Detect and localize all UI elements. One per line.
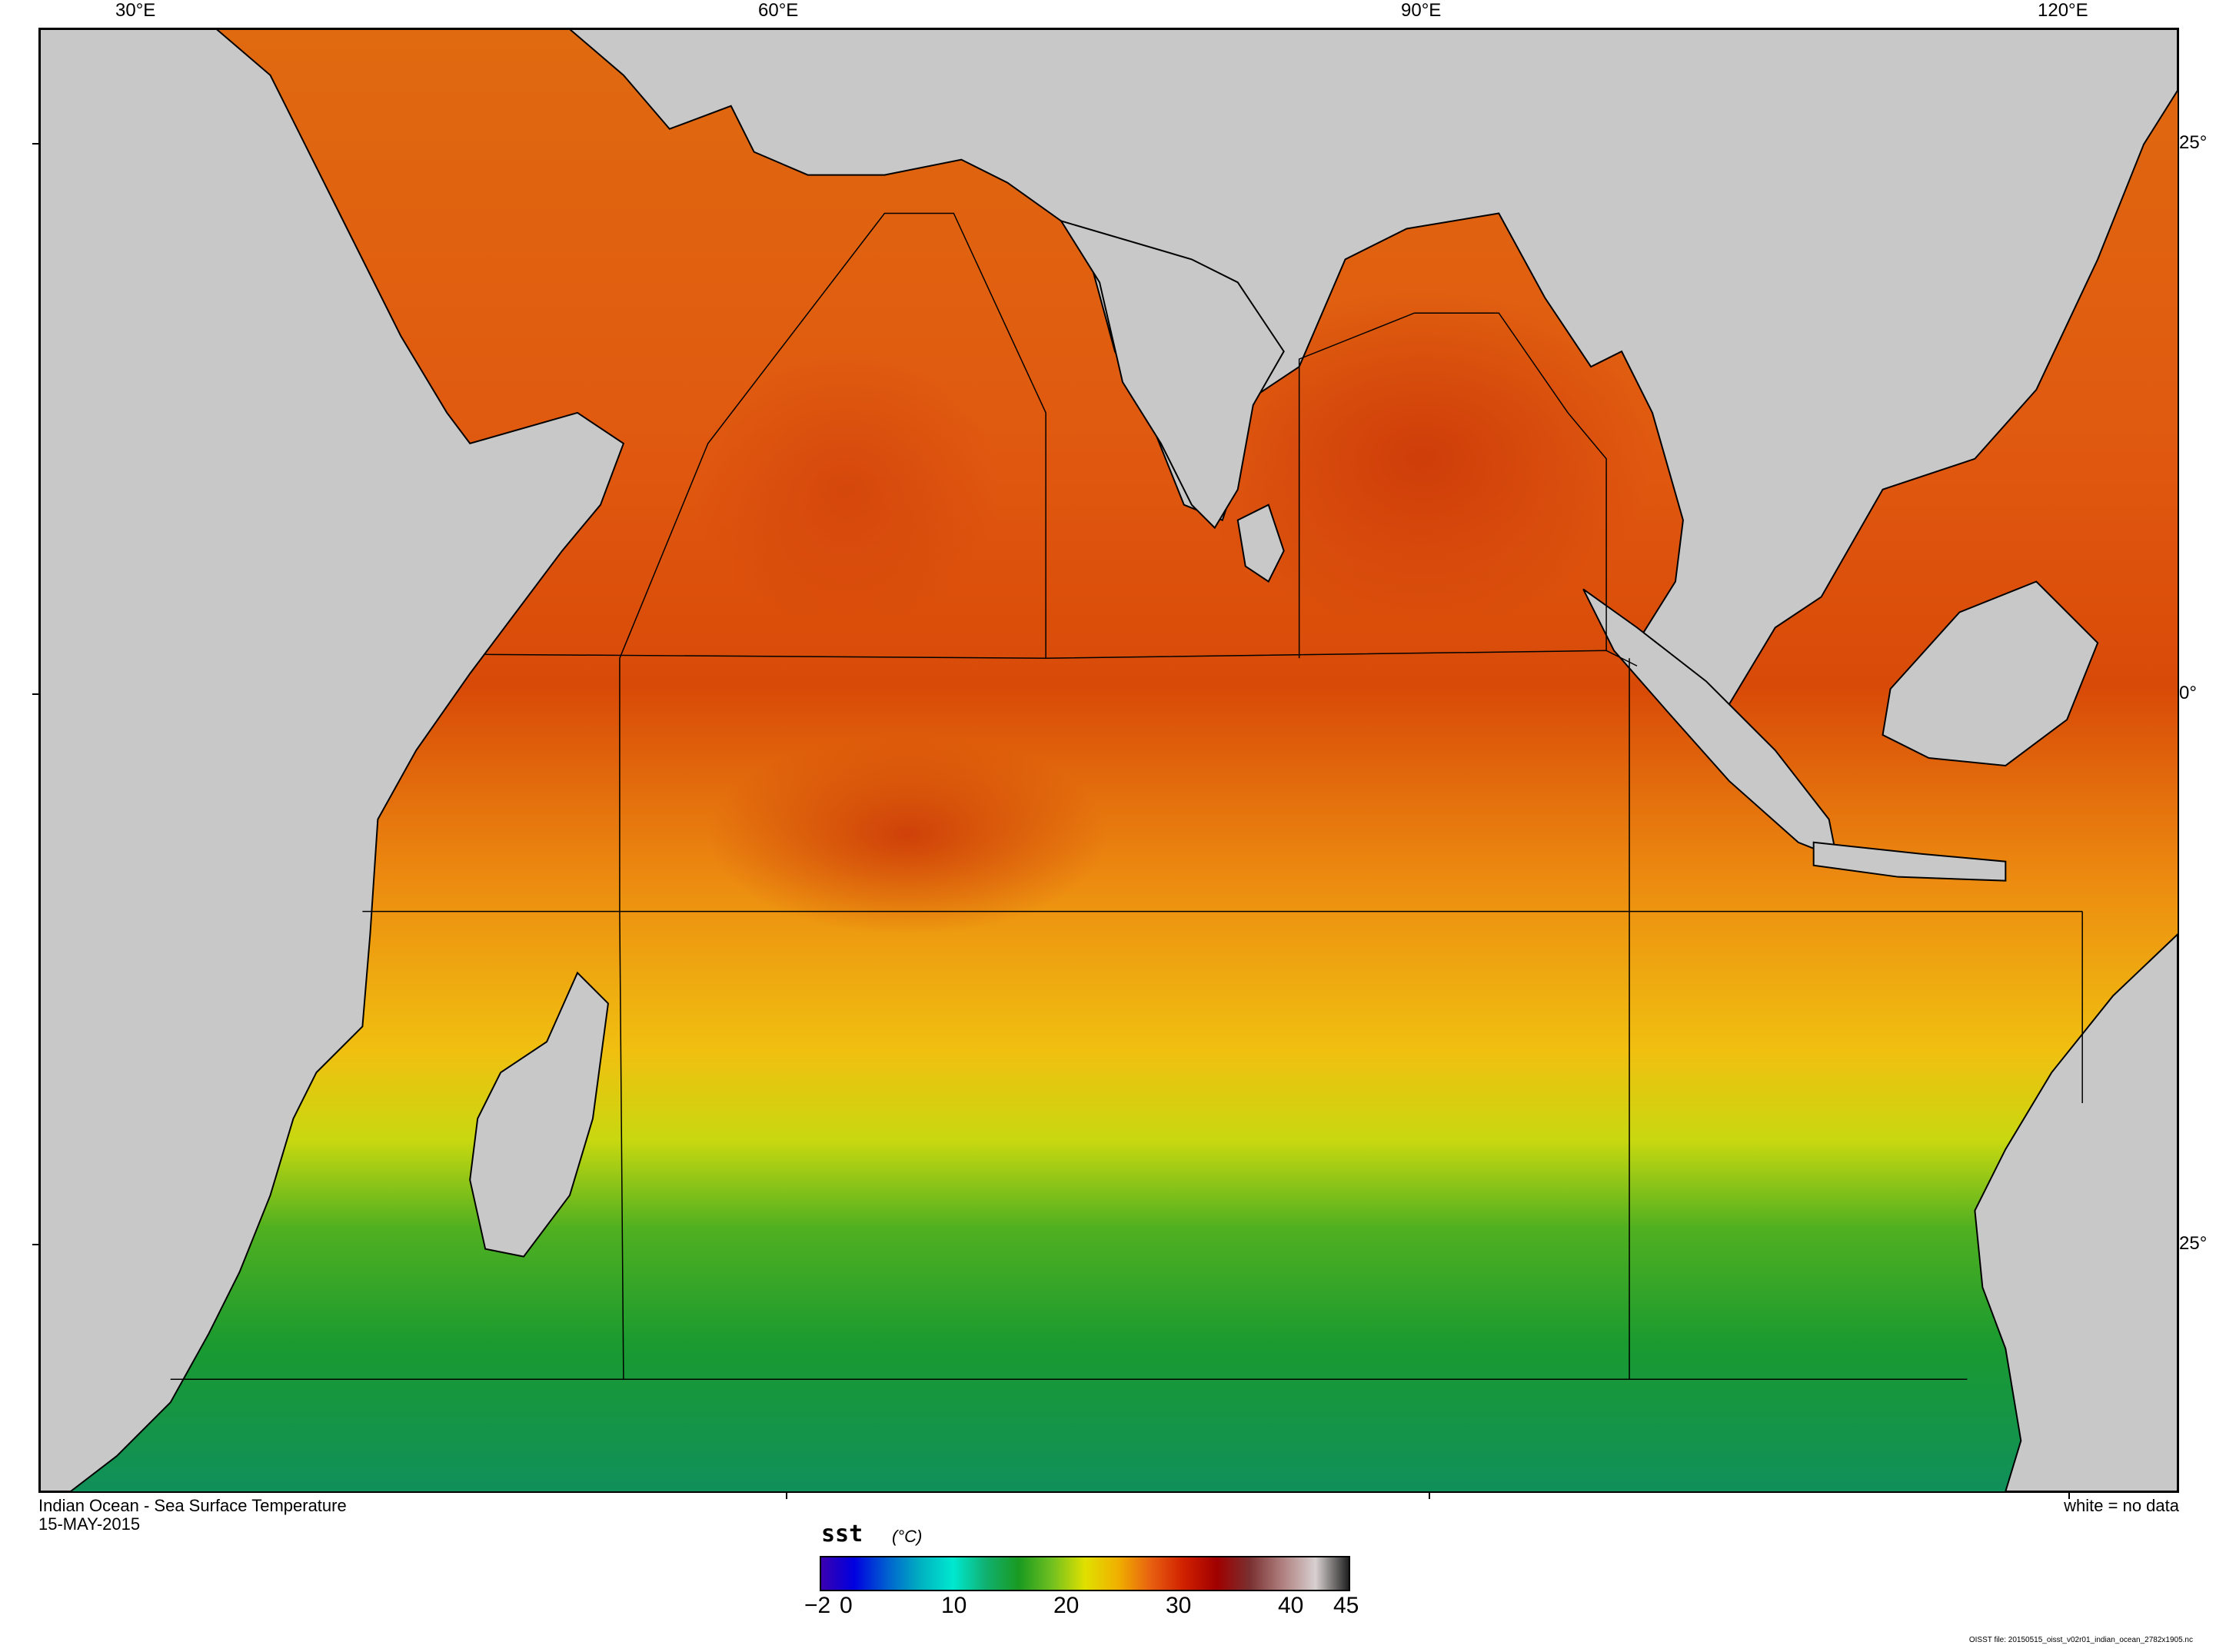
warm-pool-arabian-sea bbox=[692, 351, 1000, 628]
lat-label-25n: 25° bbox=[2179, 132, 2208, 153]
lat-label-25s: 25° bbox=[2179, 1233, 2208, 1254]
land bbox=[40, 29, 2178, 1491]
colorbar bbox=[820, 1556, 1350, 1591]
colorbar-tick-label: 20 bbox=[1053, 1593, 1080, 1618]
colorbar-units: (°C) bbox=[892, 1527, 923, 1546]
colorbar-tick-label: 0 bbox=[840, 1593, 853, 1618]
colorbar-tick-label: 40 bbox=[1278, 1593, 1304, 1618]
colorbar-tick-label: −2 bbox=[804, 1593, 831, 1618]
map-canvas bbox=[40, 29, 2178, 1491]
colorbar-variable: sst bbox=[821, 1521, 863, 1547]
lat-tick-left-25n bbox=[32, 143, 40, 145]
warm-pool-bay-of-bengal bbox=[1191, 290, 1652, 628]
basin-boundaries bbox=[170, 212, 2083, 1381]
lon-label-90e: 90°E bbox=[1401, 0, 1442, 21]
lat-tick-left-25s bbox=[32, 1244, 40, 1245]
source-note: OISST file: 20150515_oisst_v02r01_indian… bbox=[1968, 1636, 2193, 1644]
colorbar-tick-label: 30 bbox=[1166, 1593, 1192, 1618]
colorbar-tick-label: 45 bbox=[1333, 1593, 1359, 1618]
warm-pool-equatorial bbox=[707, 735, 1108, 935]
sst-map bbox=[38, 28, 2179, 1493]
colorbar-tick-label: 10 bbox=[941, 1593, 967, 1618]
lon-tick-bottom-120e bbox=[2068, 1491, 2070, 1499]
lon-tick-bottom-90e bbox=[1429, 1491, 1430, 1499]
lat-tick-left-0 bbox=[32, 693, 40, 695]
no-data-note: white = no data bbox=[2064, 1496, 2179, 1515]
lat-label-0: 0° bbox=[2179, 683, 2197, 703]
sri-lanka-land bbox=[1236, 504, 1285, 583]
lon-label-60e: 60°E bbox=[758, 0, 799, 21]
lon-tick-bottom-60e bbox=[786, 1491, 787, 1499]
india-land bbox=[1059, 219, 1285, 530]
boundary-arabian-sea bbox=[619, 212, 1046, 659]
map-date: 15-MAY-2015 bbox=[38, 1514, 141, 1534]
boundary-west-sector bbox=[619, 658, 624, 1380]
borneo-land bbox=[1882, 580, 2099, 767]
map-title: Indian Ocean - Sea Surface Temperature bbox=[38, 1496, 347, 1515]
boundary-bay-of-bengal bbox=[1298, 312, 1607, 659]
lon-label-30e: 30°E bbox=[115, 0, 156, 21]
madagascar-land bbox=[469, 971, 609, 1258]
boundary-equator-north bbox=[485, 650, 1638, 666]
java-land bbox=[1812, 841, 2007, 882]
lon-label-120e: 120°E bbox=[2038, 0, 2088, 21]
australia-land bbox=[1974, 933, 2178, 1491]
